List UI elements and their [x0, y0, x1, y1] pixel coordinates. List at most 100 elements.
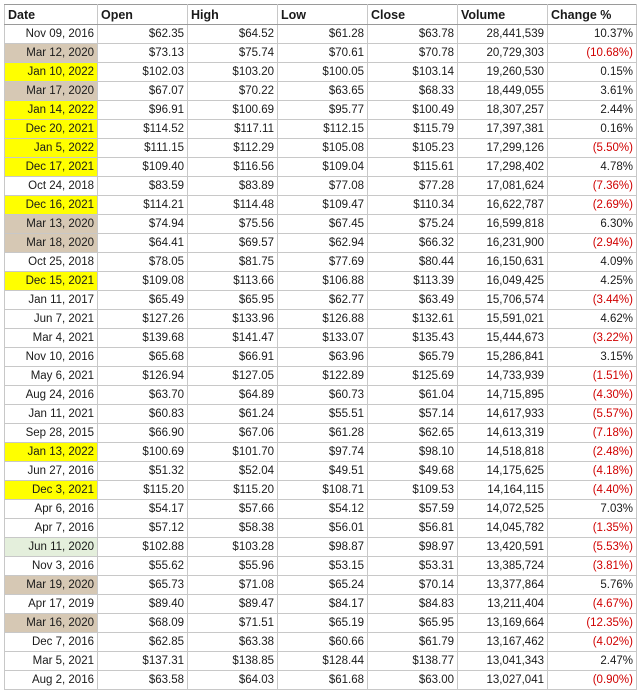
cell-close[interactable]: $80.44	[367, 252, 458, 272]
cell-open[interactable]: $65.68	[97, 347, 188, 367]
cell-high[interactable]: $64.89	[187, 385, 278, 405]
cell-low[interactable]: $61.68	[277, 670, 368, 690]
cell-close[interactable]: $125.69	[367, 366, 458, 386]
cell-close[interactable]: $68.33	[367, 81, 458, 101]
cell-change[interactable]: 0.16%	[547, 119, 637, 139]
cell-volume[interactable]: 28,441,539	[457, 24, 548, 44]
cell-close[interactable]: $109.53	[367, 480, 458, 500]
cell-high[interactable]: $58.38	[187, 518, 278, 538]
cell-volume[interactable]: 14,072,525	[457, 499, 548, 519]
cell-open[interactable]: $67.07	[97, 81, 188, 101]
cell-low[interactable]: $60.66	[277, 632, 368, 652]
cell-date[interactable]: Apr 6, 2016	[4, 499, 98, 519]
cell-open[interactable]: $96.91	[97, 100, 188, 120]
cell-change[interactable]: (2.94%)	[547, 233, 637, 253]
cell-date[interactable]: Aug 24, 2016	[4, 385, 98, 405]
cell-high[interactable]: $69.57	[187, 233, 278, 253]
cell-date[interactable]: Apr 7, 2016	[4, 518, 98, 538]
cell-low[interactable]: $61.28	[277, 24, 368, 44]
cell-change[interactable]: (5.53%)	[547, 537, 637, 557]
cell-volume[interactable]: 17,299,126	[457, 138, 548, 158]
cell-volume[interactable]: 13,420,591	[457, 537, 548, 557]
cell-close[interactable]: $105.23	[367, 138, 458, 158]
cell-low[interactable]: $106.88	[277, 271, 368, 291]
cell-low[interactable]: $55.51	[277, 404, 368, 424]
header-change[interactable]: Change %	[547, 4, 637, 25]
cell-volume[interactable]: 13,385,724	[457, 556, 548, 576]
cell-date[interactable]: Dec 16, 2021	[4, 195, 98, 215]
cell-low[interactable]: $77.69	[277, 252, 368, 272]
cell-open[interactable]: $73.13	[97, 43, 188, 63]
cell-date[interactable]: Dec 17, 2021	[4, 157, 98, 177]
cell-open[interactable]: $65.73	[97, 575, 188, 595]
cell-date[interactable]: Nov 10, 2016	[4, 347, 98, 367]
cell-high[interactable]: $133.96	[187, 309, 278, 329]
cell-date[interactable]: Jan 14, 2022	[4, 100, 98, 120]
cell-volume[interactable]: 13,027,041	[457, 670, 548, 690]
cell-open[interactable]: $54.17	[97, 499, 188, 519]
cell-open[interactable]: $62.35	[97, 24, 188, 44]
cell-close[interactable]: $98.10	[367, 442, 458, 462]
cell-date[interactable]: Mar 16, 2020	[4, 613, 98, 633]
cell-close[interactable]: $53.31	[367, 556, 458, 576]
cell-close[interactable]: $115.61	[367, 157, 458, 177]
cell-open[interactable]: $62.85	[97, 632, 188, 652]
cell-change[interactable]: 2.44%	[547, 100, 637, 120]
cell-low[interactable]: $126.88	[277, 309, 368, 329]
cell-high[interactable]: $61.24	[187, 404, 278, 424]
cell-high[interactable]: $112.29	[187, 138, 278, 158]
cell-date[interactable]: Mar 12, 2020	[4, 43, 98, 63]
cell-open[interactable]: $57.12	[97, 518, 188, 538]
cell-low[interactable]: $53.15	[277, 556, 368, 576]
cell-change[interactable]: 4.78%	[547, 157, 637, 177]
cell-date[interactable]: May 6, 2021	[4, 366, 98, 386]
cell-open[interactable]: $102.03	[97, 62, 188, 82]
cell-low[interactable]: $98.87	[277, 537, 368, 557]
cell-volume[interactable]: 14,613,319	[457, 423, 548, 443]
cell-date[interactable]: Oct 25, 2018	[4, 252, 98, 272]
cell-open[interactable]: $109.08	[97, 271, 188, 291]
cell-date[interactable]: Jun 11, 2020	[4, 537, 98, 557]
cell-close[interactable]: $57.14	[367, 404, 458, 424]
cell-volume[interactable]: 13,167,462	[457, 632, 548, 652]
cell-low[interactable]: $108.71	[277, 480, 368, 500]
cell-low[interactable]: $60.73	[277, 385, 368, 405]
cell-open[interactable]: $68.09	[97, 613, 188, 633]
cell-high[interactable]: $141.47	[187, 328, 278, 348]
header-low[interactable]: Low	[277, 4, 368, 25]
cell-date[interactable]: Nov 09, 2016	[4, 24, 98, 44]
cell-low[interactable]: $62.94	[277, 233, 368, 253]
cell-date[interactable]: Nov 3, 2016	[4, 556, 98, 576]
cell-volume[interactable]: 14,175,625	[457, 461, 548, 481]
cell-date[interactable]: Sep 28, 2015	[4, 423, 98, 443]
cell-open[interactable]: $83.59	[97, 176, 188, 196]
cell-close[interactable]: $100.49	[367, 100, 458, 120]
cell-change[interactable]: (4.40%)	[547, 480, 637, 500]
cell-open[interactable]: $126.94	[97, 366, 188, 386]
cell-volume[interactable]: 15,286,841	[457, 347, 548, 367]
cell-low[interactable]: $77.08	[277, 176, 368, 196]
cell-high[interactable]: $81.75	[187, 252, 278, 272]
cell-high[interactable]: $65.95	[187, 290, 278, 310]
cell-open[interactable]: $63.58	[97, 670, 188, 690]
cell-close[interactable]: $63.00	[367, 670, 458, 690]
cell-close[interactable]: $63.78	[367, 24, 458, 44]
cell-high[interactable]: $71.08	[187, 575, 278, 595]
cell-high[interactable]: $103.20	[187, 62, 278, 82]
cell-high[interactable]: $83.89	[187, 176, 278, 196]
cell-low[interactable]: $61.28	[277, 423, 368, 443]
cell-high[interactable]: $57.66	[187, 499, 278, 519]
cell-change[interactable]: 3.15%	[547, 347, 637, 367]
cell-close[interactable]: $75.24	[367, 214, 458, 234]
cell-date[interactable]: Dec 20, 2021	[4, 119, 98, 139]
cell-volume[interactable]: 14,733,939	[457, 366, 548, 386]
cell-change[interactable]: (7.36%)	[547, 176, 637, 196]
cell-volume[interactable]: 17,298,402	[457, 157, 548, 177]
cell-volume[interactable]: 19,260,530	[457, 62, 548, 82]
cell-volume[interactable]: 18,449,055	[457, 81, 548, 101]
cell-volume[interactable]: 16,622,787	[457, 195, 548, 215]
cell-close[interactable]: $70.78	[367, 43, 458, 63]
cell-volume[interactable]: 17,081,624	[457, 176, 548, 196]
cell-low[interactable]: $97.74	[277, 442, 368, 462]
cell-close[interactable]: $138.77	[367, 651, 458, 671]
